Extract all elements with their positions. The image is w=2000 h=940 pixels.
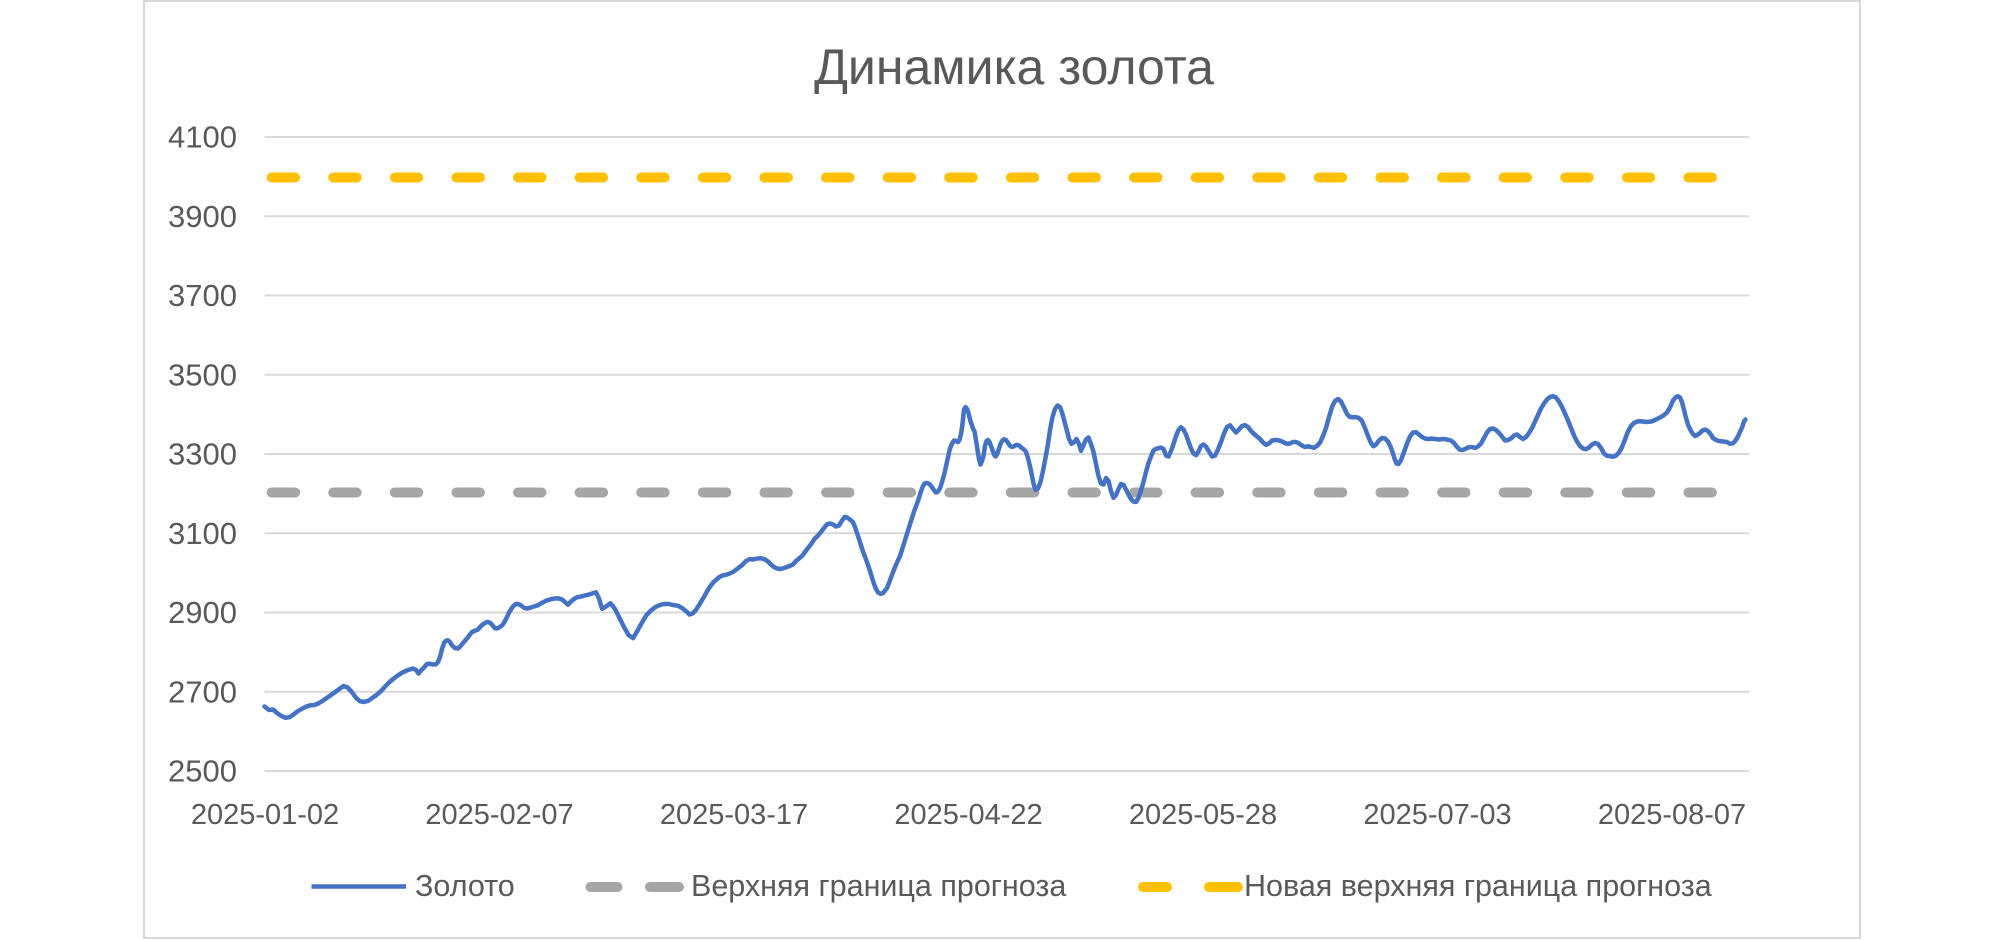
svg-text:2900: 2900	[168, 595, 237, 630]
svg-text:3900: 3900	[168, 199, 237, 234]
svg-text:Верхняя граница прогноза: Верхняя граница прогноза	[691, 869, 1066, 903]
svg-text:2025-05-28: 2025-05-28	[1129, 799, 1277, 831]
svg-text:2025-01-02: 2025-01-02	[191, 799, 339, 831]
svg-text:2025-03-17: 2025-03-17	[660, 799, 808, 831]
svg-text:3700: 3700	[168, 278, 237, 313]
svg-text:4100: 4100	[168, 120, 237, 155]
svg-text:2025-02-07: 2025-02-07	[425, 799, 573, 831]
svg-text:Золото: Золото	[415, 869, 515, 903]
svg-text:Новая верхняя граница прогноза: Новая верхняя граница прогноза	[1244, 869, 1712, 903]
svg-text:2025-08-07: 2025-08-07	[1598, 799, 1746, 831]
svg-text:3300: 3300	[168, 437, 237, 472]
svg-text:2700: 2700	[168, 674, 237, 709]
svg-text:3100: 3100	[168, 516, 237, 551]
svg-text:Динамика золота: Динамика золота	[814, 39, 1214, 95]
svg-text:2025-04-22: 2025-04-22	[894, 799, 1042, 831]
svg-text:2500: 2500	[168, 754, 237, 789]
svg-text:2025-07-03: 2025-07-03	[1363, 799, 1511, 831]
svg-text:3500: 3500	[168, 357, 237, 392]
